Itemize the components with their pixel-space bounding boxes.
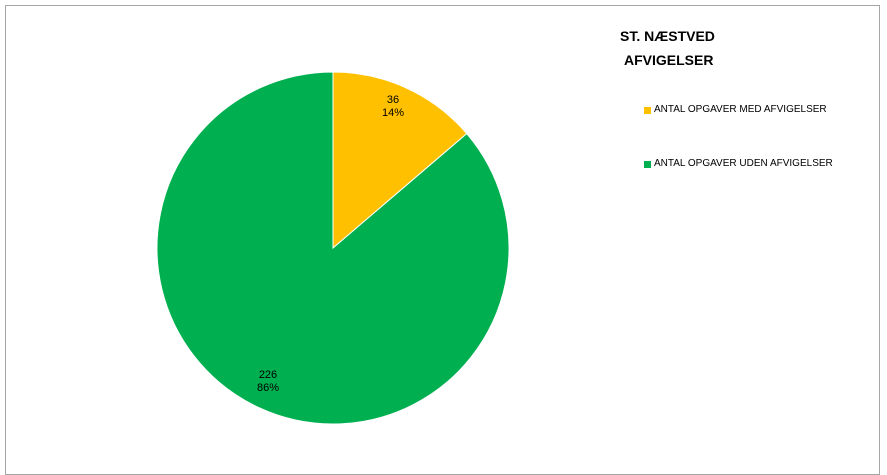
data-label-uden-afvigelser: 226 86% (243, 369, 293, 395)
data-label-percent-uden-afvigelser: 86% (256, 382, 280, 394)
legend-swatch-uden-afvigelser (644, 160, 651, 168)
legend-label-med-afvigelser: ANTAL OPGAVER MED AFVIGELSER (654, 104, 827, 115)
legend-swatch-med-afvigelser (644, 106, 651, 114)
chart-title: ST. NÆSTVED AFVIGELSER (620, 24, 780, 72)
chart-title-line-2: AFVIGELSER (624, 52, 714, 68)
data-label-value-med-afvigelser: 36 (386, 94, 400, 106)
legend-item-med-afvigelser: ANTAL OPGAVER MED AFVIGELSER (644, 103, 827, 117)
legend-item-uden-afvigelser: ANTAL OPGAVER UDEN AFVIGELSER (644, 157, 833, 171)
data-label-med-afvigelser: 36 14% (368, 94, 418, 120)
data-label-percent-med-afvigelser: 14% (381, 107, 405, 119)
legend-label-uden-afvigelser: ANTAL OPGAVER UDEN AFVIGELSER (654, 158, 833, 169)
pie-chart (156, 71, 510, 425)
data-label-value-uden-afvigelser: 226 (258, 369, 278, 381)
pie-slice-0 (332, 71, 468, 250)
pie-slice-1 (156, 71, 510, 425)
chart-title-line-1: ST. NÆSTVED (620, 28, 715, 44)
